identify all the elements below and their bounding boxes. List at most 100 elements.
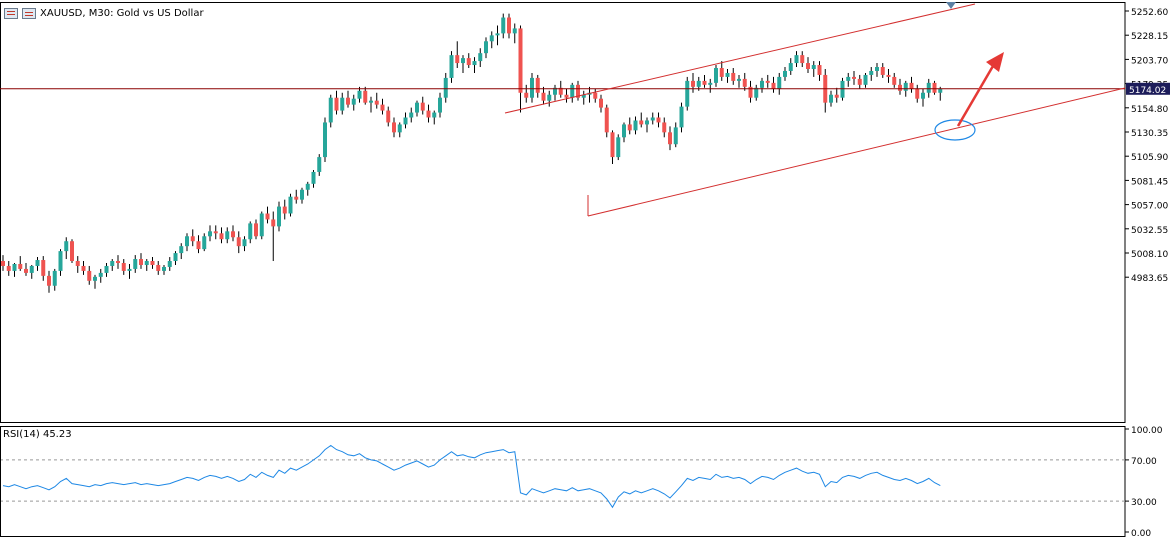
candle-body — [231, 231, 235, 238]
candle-body — [397, 124, 402, 133]
candle-body — [909, 82, 914, 89]
annotations-layer — [504, 2, 1125, 217]
candle-body — [880, 67, 885, 75]
top-marker — [946, 2, 956, 9]
candle-body — [702, 80, 707, 85]
candle-body — [121, 262, 126, 271]
candle-body — [627, 124, 632, 131]
candle-body — [708, 82, 713, 85]
candle-body — [788, 63, 793, 71]
candle-body — [886, 74, 891, 77]
arrow-head — [986, 52, 1004, 72]
candle-body — [1, 261, 5, 266]
rsi-group — [1, 444, 1125, 509]
candle-body — [167, 261, 172, 267]
candle-body — [225, 231, 230, 240]
candle-body — [323, 122, 327, 158]
channel-lower-line — [587, 87, 1125, 217]
candle-body — [87, 270, 92, 281]
rsi-indicator-label: RSI(14) 45.23 — [3, 429, 72, 440]
chart-window-icon[interactable] — [4, 7, 18, 19]
candle-body — [777, 76, 782, 89]
arrow-shaft — [956, 65, 995, 127]
candle-body — [731, 72, 736, 81]
candle-body — [219, 233, 224, 240]
candle-body — [639, 120, 644, 125]
price-axis-label: 5154.80 — [1131, 105, 1168, 115]
rsi-axis-label: 70.00 — [1131, 457, 1157, 467]
candle-body — [420, 102, 425, 111]
candle-body — [340, 97, 345, 111]
candle-body — [811, 65, 816, 70]
candle-body — [455, 55, 460, 64]
rsi-line — [2, 444, 941, 509]
candle-body — [41, 260, 46, 276]
candle-body — [196, 241, 201, 250]
candle-body — [156, 264, 161, 271]
candle-body — [679, 106, 684, 128]
candle-body — [432, 112, 437, 118]
candle-body — [317, 157, 322, 172]
candle-body — [840, 80, 845, 98]
price-axis-label: 5032.55 — [1131, 226, 1168, 236]
candle-body — [116, 261, 120, 263]
candle-body — [35, 260, 40, 266]
candle-body — [236, 237, 241, 247]
candle-body — [530, 77, 534, 98]
price-axis-label: 5105.90 — [1131, 153, 1168, 163]
candle-body — [179, 246, 184, 254]
candle-body — [144, 261, 149, 265]
candle-body — [921, 92, 925, 99]
price-axis-label: 5252.60 — [1131, 8, 1168, 18]
candle-body — [691, 80, 695, 87]
candle-body — [110, 261, 115, 266]
candle-body — [622, 124, 626, 138]
candle-body — [18, 263, 23, 269]
candle-body — [754, 87, 759, 98]
candle-body — [645, 120, 649, 125]
candle-body — [24, 268, 28, 273]
current-price-label-bg — [1126, 82, 1170, 95]
candle-body — [369, 100, 373, 103]
candle-body — [254, 223, 258, 237]
candle-body — [829, 94, 833, 103]
candle-body — [524, 92, 529, 98]
candle-body — [150, 261, 155, 265]
candle-body — [875, 67, 879, 71]
candlestick-chart-icon[interactable] — [22, 7, 36, 19]
candle-body — [185, 236, 189, 247]
candle-body — [898, 84, 902, 91]
candle-body — [771, 82, 776, 89]
candle-body — [328, 97, 333, 123]
candle-body — [294, 196, 299, 200]
candle-body — [564, 94, 569, 98]
candle-body — [81, 265, 86, 271]
candle-body — [461, 58, 465, 64]
highlight-ellipse — [934, 119, 976, 141]
candle-body — [449, 55, 454, 78]
candle-body — [58, 251, 63, 271]
candle-body — [512, 28, 517, 34]
chart-title-bar: XAUUSD, M30: Gold vs US Dollar — [4, 6, 204, 20]
channel-upper-line — [504, 3, 976, 114]
candle-body — [570, 84, 575, 98]
candle-body — [535, 77, 540, 93]
candle-body — [208, 231, 212, 237]
candle-body — [415, 102, 419, 113]
candle-body — [190, 236, 195, 242]
candle-body — [374, 100, 379, 105]
candle-body — [478, 53, 483, 62]
candle-body — [98, 272, 103, 277]
candle-body — [213, 231, 218, 234]
price-panel-frame — [0, 2, 1126, 423]
candle-body — [673, 127, 678, 145]
candle-body — [725, 72, 730, 77]
candle-body — [650, 117, 655, 121]
candle-body — [357, 90, 362, 99]
price-axis-label: 5057.00 — [1131, 202, 1168, 212]
candle-body — [656, 117, 661, 123]
candle-body — [846, 76, 851, 81]
candle-body — [52, 270, 57, 286]
